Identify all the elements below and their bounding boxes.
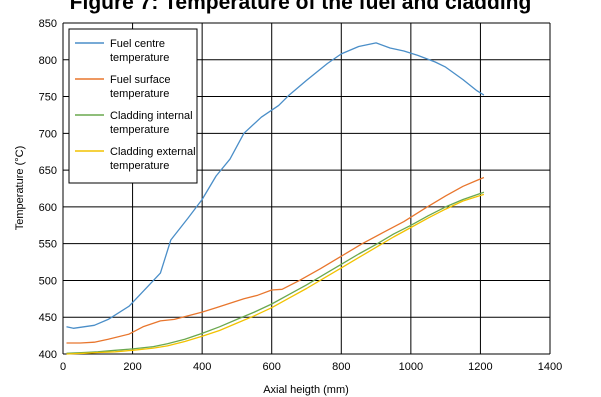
x-axis-label: Axial heigth (mm) [263, 384, 349, 396]
y-axis-label: Temperature (°C) [14, 146, 26, 230]
legend: Fuel centre temperature Fuel surface temper… [68, 28, 198, 184]
legend-entry-2: Cladding internal temperature [110, 110, 193, 136]
x-tick-label: 200 [123, 361, 141, 373]
x-tick-label: 800 [332, 361, 350, 373]
series-line-3 [66, 193, 485, 355]
x-tick-label: 400 [193, 361, 211, 373]
y-tick-label: 800 [39, 55, 57, 67]
series-layer [66, 42, 485, 355]
legend-entry-3: Cladding external temperature [110, 146, 196, 172]
y-tick-label: 550 [39, 239, 57, 251]
y-tick-label: 500 [39, 275, 57, 287]
y-tick-label: 650 [39, 165, 57, 177]
y-tick-label: 850 [39, 18, 57, 30]
chart-title: Figure 7: Temperature of the fuel and cl… [69, 0, 532, 14]
x-tick-label: 1000 [399, 361, 423, 373]
y-tick-label: 600 [39, 202, 57, 214]
y-tick-label: 700 [39, 128, 57, 140]
x-tick-label: 600 [263, 361, 281, 373]
legend-box [68, 28, 198, 184]
x-tick-label: 1400 [538, 361, 562, 373]
y-tick-label: 450 [39, 312, 57, 324]
x-tick-label: 0 [60, 361, 66, 373]
x-tick-label: 1200 [468, 361, 492, 373]
legend-entry-1: Fuel surface temperature [110, 74, 171, 100]
x-tick-labels: 0 200 400 600 800 1000 1200 1400 [60, 361, 562, 373]
series-line-2 [66, 191, 485, 354]
y-tick-label: 750 [39, 92, 57, 104]
y-tick-labels: 400 450 500 550 600 650 700 750 800 850 [39, 18, 57, 361]
y-tick-label: 400 [39, 349, 57, 361]
legend-entry-0: Fuel centre temperature [110, 38, 169, 64]
series-line-0 [66, 42, 485, 329]
series-line-1 [66, 176, 485, 344]
